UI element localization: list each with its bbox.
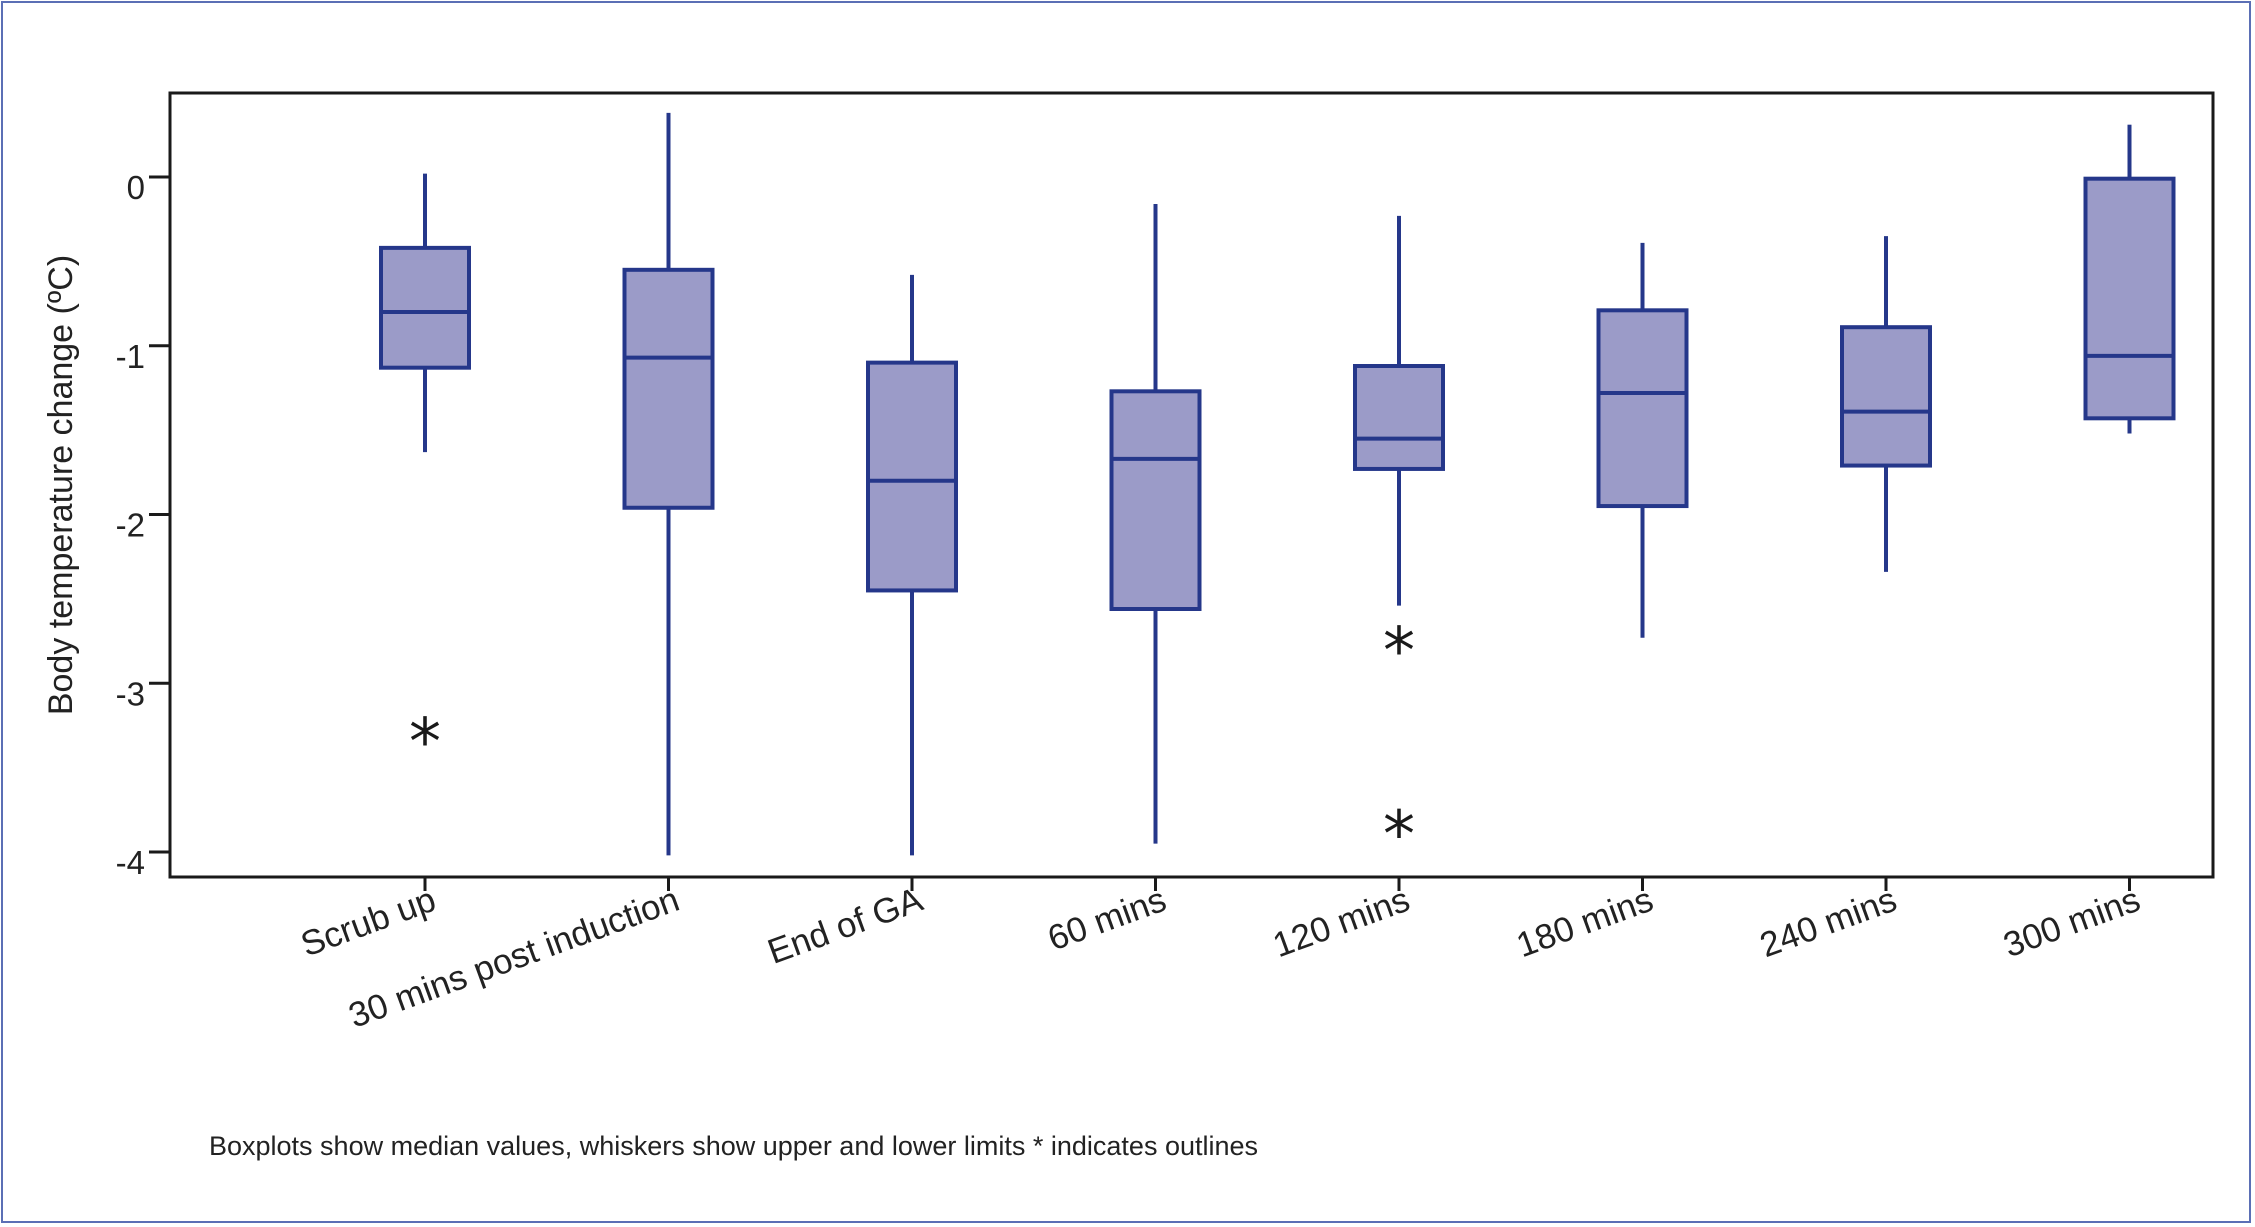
box-group	[1840, 236, 1932, 572]
box-group	[622, 112, 715, 856]
box-iqr	[1596, 308, 1689, 509]
box-iqr	[2083, 176, 2176, 421]
x-tick-label: 300 mins	[1998, 880, 2145, 965]
box-group	[1596, 242, 1689, 638]
x-tick-label: 180 mins	[1511, 880, 1658, 965]
plot-area	[168, 91, 2215, 879]
box-iqr	[379, 245, 471, 370]
box-group	[2083, 124, 2176, 434]
x-tick-label: Scrub up	[296, 880, 441, 965]
y-tick-label: -3	[116, 675, 145, 712]
y-tick-label: 0	[127, 169, 145, 206]
box-group: **	[1353, 215, 1445, 873]
box-iqr	[866, 360, 958, 593]
outlier-marker: *	[1383, 615, 1415, 689]
x-tick-label: 240 mins	[1755, 880, 1902, 965]
x-tick-label: End of GA	[763, 880, 929, 972]
x-tick-label: 120 mins	[1268, 880, 1415, 965]
box-group: *	[379, 173, 471, 780]
box-iqr	[622, 267, 715, 510]
outlier-marker: *	[409, 706, 441, 780]
y-axis: 0 -1 -2 -3 -4	[116, 169, 170, 881]
box-iqr	[1353, 364, 1445, 471]
y-axis-label: Body temperature change (ºC)	[42, 255, 80, 715]
y-tick-label: -4	[116, 844, 145, 881]
boxes: ***	[379, 112, 2176, 873]
y-tick-label: -2	[116, 507, 145, 544]
caption: Boxplots show median values, whiskers sh…	[209, 1131, 1259, 1161]
outlier-marker: *	[1383, 799, 1415, 873]
x-tick-label: 60 mins	[1043, 880, 1172, 959]
box-iqr	[1840, 325, 1932, 468]
y-tick-label: -1	[116, 338, 145, 375]
box-iqr	[1109, 389, 1202, 611]
box-group	[1109, 204, 1202, 844]
box-group	[866, 274, 958, 856]
